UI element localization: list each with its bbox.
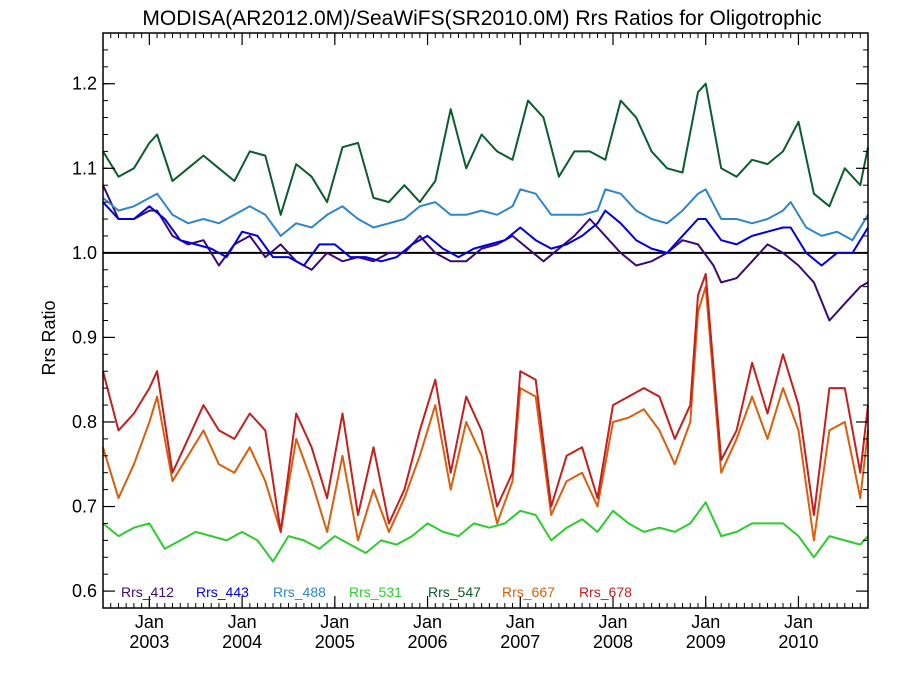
x-tick-label-year: 2010 <box>778 632 818 652</box>
legend-item-rrs-678: Rrs_678 <box>579 584 632 600</box>
x-tick-label-year: 2008 <box>593 632 633 652</box>
series-line-rrs-667 <box>102 285 869 542</box>
x-tick-label-month: Jan <box>598 612 627 632</box>
series-line-rrs-488 <box>102 188 869 242</box>
legend-item-rrs-488: Rrs_488 <box>273 584 326 600</box>
x-tick-label-year: 2006 <box>408 632 448 652</box>
x-tick-label-month: Jan <box>691 612 720 632</box>
x-tick-label-year: 2004 <box>222 632 262 652</box>
y-tick-label: 1.1 <box>72 158 97 178</box>
chart-title: MODISA(AR2012.0M)/SeaWiFS(SR2010.0M) Rrs… <box>142 7 821 30</box>
y-tick-label: 0.7 <box>72 497 97 517</box>
x-tick-label-year: 2005 <box>315 632 355 652</box>
legend-item-rrs-531: Rrs_531 <box>349 584 402 600</box>
legend-item-rrs-547: Rrs_547 <box>428 584 481 600</box>
y-axis-label: Rrs Ratio <box>39 300 59 375</box>
x-tick-label-month: Jan <box>228 612 257 632</box>
legend-item-rrs-443: Rrs_443 <box>196 584 249 600</box>
series-line-rrs-412 <box>102 184 869 322</box>
legend-item-rrs-412: Rrs_412 <box>121 584 174 600</box>
y-tick-label: 0.8 <box>72 412 97 432</box>
x-tick-label-month: Jan <box>413 612 442 632</box>
series-line-rrs-443 <box>102 201 869 267</box>
x-tick-label-month: Jan <box>506 612 535 632</box>
legend-item-rrs-667: Rrs_667 <box>502 584 555 600</box>
x-tick-label-year: 2007 <box>500 632 540 652</box>
legend: Rrs_412 Rrs_443 Rrs_488 Rrs_531 Rrs_547 Rrs_6… <box>121 584 632 600</box>
series-line-rrs-531 <box>102 501 869 563</box>
series-line-rrs-547 <box>102 82 869 216</box>
y-tick-label: 0.6 <box>72 581 97 601</box>
y-tick-label: 1.0 <box>72 243 97 263</box>
series-line-rrs-678 <box>102 273 869 533</box>
x-tick-label-month: Jan <box>135 612 164 632</box>
y-tick-label: 1.2 <box>72 74 97 94</box>
x-tick-label-month: Jan <box>784 612 813 632</box>
tick-layer: 0.60.70.80.91.01.11.2Jan2003Jan2004Jan20… <box>72 33 869 652</box>
plot-frame <box>102 32 869 609</box>
x-tick-label-year: 2003 <box>129 632 169 652</box>
series-layer <box>102 82 869 563</box>
x-tick-label-year: 2009 <box>686 632 726 652</box>
y-tick-label: 0.9 <box>72 327 97 347</box>
x-tick-label-month: Jan <box>320 612 349 632</box>
